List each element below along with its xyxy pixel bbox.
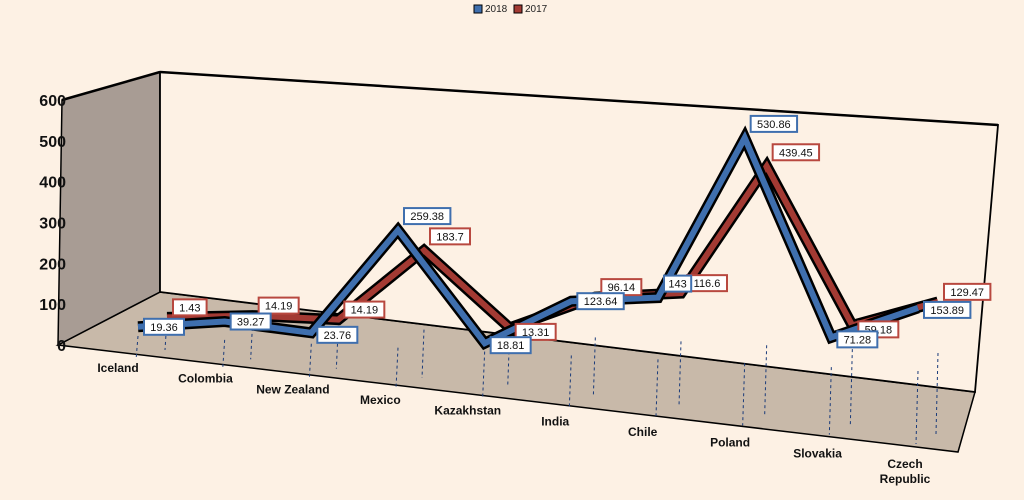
- drop-line: [849, 349, 853, 425]
- data-label-value: 14.19: [265, 301, 293, 313]
- data-label-value: 123.64: [584, 296, 618, 308]
- data-label-value: 13.31: [522, 327, 550, 339]
- data-label-value: 153.89: [930, 305, 964, 317]
- data-label-2018: 153.89: [923, 300, 972, 319]
- data-label-value: 23.76: [324, 330, 352, 342]
- data-label-value: 96.14: [608, 282, 636, 294]
- data-label-2018: 23.76: [316, 325, 359, 344]
- legend-swatch-2017: [513, 4, 523, 14]
- data-label-2018: 530.86: [749, 114, 799, 133]
- y-tick-label: 200: [39, 256, 66, 273]
- data-label-value: 19.36: [150, 322, 178, 334]
- drop-line: [164, 317, 168, 351]
- y-tick-label: 300: [39, 216, 66, 233]
- data-label-box: [514, 322, 557, 341]
- data-label-2018: 71.28: [836, 330, 879, 349]
- data-label-box: [836, 330, 879, 349]
- data-label-value: 143: [668, 279, 686, 291]
- data-label-box: [143, 317, 185, 336]
- drop-line: [395, 347, 399, 389]
- data-label-box: [923, 300, 972, 319]
- drop-line: [568, 355, 572, 407]
- drop-line: [678, 341, 682, 407]
- data-label-box: [943, 282, 992, 301]
- category-label-iceland: Iceland: [97, 361, 138, 375]
- drop-line: [742, 363, 746, 426]
- y-tick-label: 100: [39, 297, 66, 314]
- top-edge: [61, 70, 161, 102]
- data-label-box: [172, 298, 208, 317]
- data-label-value: 259.38: [410, 211, 444, 223]
- data-label-value: 183.7: [436, 231, 464, 243]
- data-label-value: 1.43: [179, 302, 200, 314]
- category-label-mexico: Mexico: [360, 393, 401, 407]
- category-label-india: India: [541, 414, 569, 428]
- drop-line: [915, 370, 919, 445]
- data-label-box: [576, 292, 625, 311]
- data-label-value: 71.28: [844, 334, 872, 346]
- y-tick-label: 0: [57, 338, 66, 355]
- category-label-colombia: Colombia: [178, 372, 233, 386]
- y-tick-label: 600: [39, 93, 66, 110]
- data-label-box: [316, 325, 359, 344]
- chart-walls: [55, 70, 999, 453]
- data-label-2018: 18.81: [489, 336, 532, 355]
- data-label-2017: 183.7: [429, 227, 471, 246]
- category-labels: Iceland Colombia New Zealand Mexico Kazakhst…: [97, 361, 930, 486]
- drop-line: [828, 367, 832, 435]
- data-label-box: [489, 336, 532, 355]
- drop-line: [135, 335, 139, 361]
- data-label-box: [257, 296, 300, 315]
- drop-line: [421, 329, 425, 379]
- category-label-slovakia: Slovakia: [793, 446, 842, 460]
- legend: 2018 2017: [473, 4, 548, 15]
- drop-line: [935, 352, 939, 435]
- drop-line: [592, 337, 596, 397]
- data-label-value: 129.47: [950, 287, 984, 299]
- data-label-2018: 19.36: [143, 317, 185, 336]
- data-label-value: 530.86: [757, 119, 791, 131]
- y-axis-ticks: 0 100 200 300 400 500 600: [39, 93, 66, 355]
- data-label-2017: 14.19: [343, 300, 386, 319]
- data-label-box: [663, 274, 693, 293]
- data-label-box: [749, 114, 799, 133]
- data-labels: 1.43 14.19 14.19 183.7 13.31 96.14 116.6 439.45…: [143, 114, 992, 355]
- legend-label-2018: 2018: [485, 4, 508, 15]
- data-label-2018: 143: [663, 274, 693, 293]
- data-label-2018: 123.64: [576, 292, 625, 311]
- data-label-2017: 439.45: [771, 143, 821, 162]
- category-label-kazakhstan: Kazakhstan: [434, 404, 501, 418]
- data-label-value: 14.19: [351, 305, 379, 317]
- data-label-value: 439.45: [779, 147, 813, 159]
- data-label-2018: 259.38: [403, 207, 452, 226]
- data-label-box: [403, 207, 452, 226]
- legend-swatch-2018: [473, 4, 483, 14]
- category-label-new-zealand: New Zealand: [256, 382, 329, 396]
- y-tick-label: 400: [39, 175, 66, 192]
- data-label-2017: 1.43: [172, 298, 208, 317]
- back-top-edge: [159, 70, 999, 127]
- data-label-value: 18.81: [497, 340, 525, 352]
- data-label-box: [429, 227, 471, 246]
- y-tick-label: 500: [39, 134, 66, 151]
- data-label-2017: 14.19: [257, 296, 300, 315]
- category-label-czech-republic: Czech Republic: [880, 457, 931, 486]
- data-label-box: [771, 143, 821, 162]
- data-label-2017: 129.47: [943, 282, 992, 301]
- drop-line: [482, 351, 486, 398]
- category-label-poland: Poland: [710, 436, 750, 450]
- data-label-2018: 39.27: [229, 312, 272, 331]
- data-label-box: [343, 300, 386, 319]
- data-label-2017: 116.6: [686, 274, 728, 293]
- category-label-chile: Chile: [628, 425, 658, 439]
- drop-line: [222, 339, 226, 370]
- legend-label-2017: 2017: [525, 4, 548, 15]
- data-label-2017: 13.31: [514, 322, 557, 341]
- data-label-box: [229, 312, 272, 331]
- data-label-value: 116.6: [694, 278, 721, 290]
- data-label-value: 39.27: [237, 317, 265, 329]
